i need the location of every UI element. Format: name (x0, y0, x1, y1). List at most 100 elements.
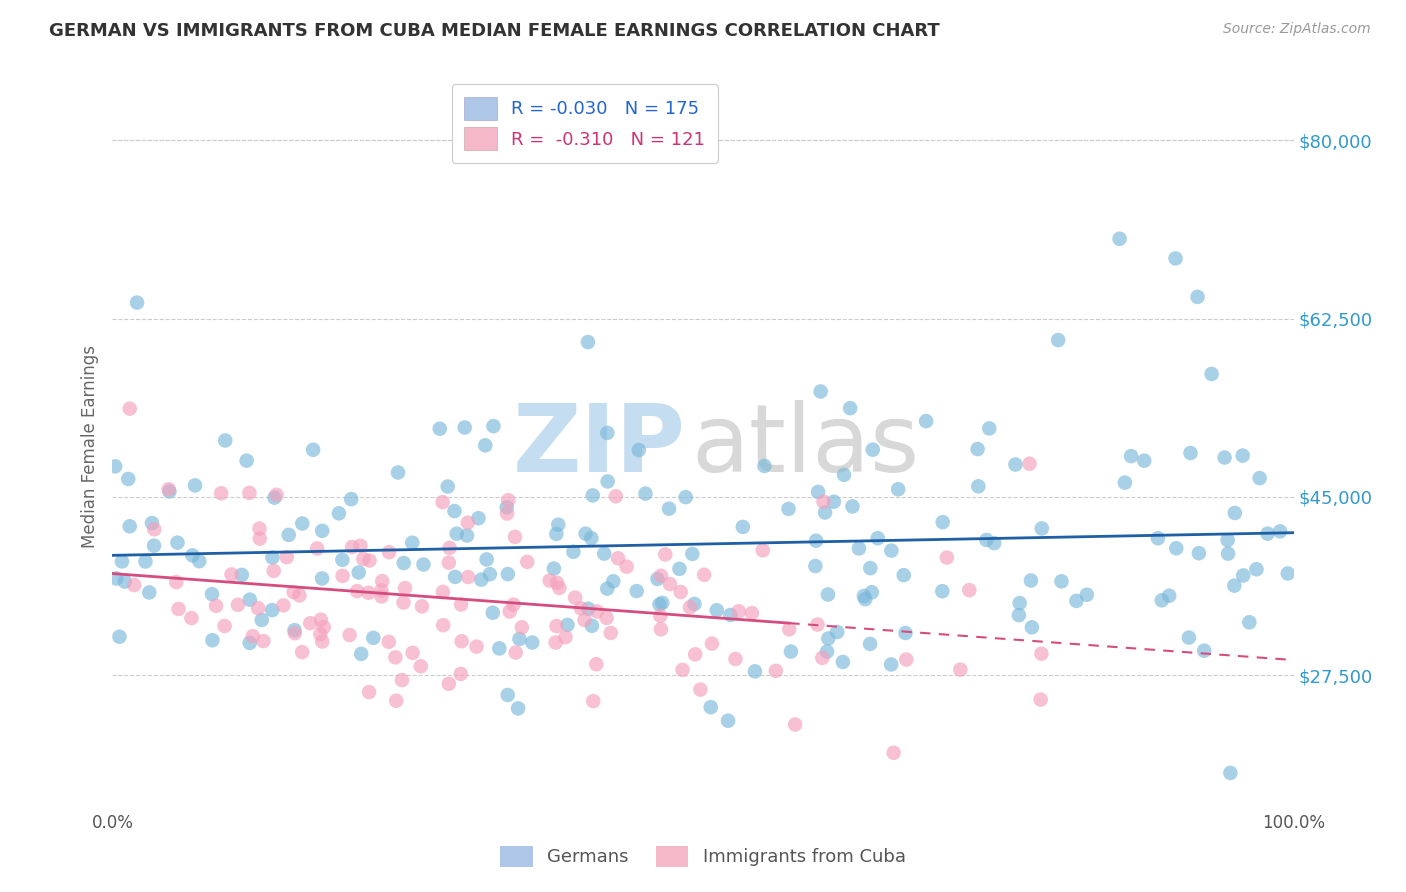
Point (247, 601, 270, 615)
Point (283, 624, 305, 638)
Point (1188, 546, 1211, 560)
Point (1268, 524, 1291, 539)
Point (104, 459, 127, 474)
Point (675, 490, 697, 504)
Point (1166, 541, 1188, 556)
Point (510, 620, 533, 634)
Point (957, 583, 980, 598)
Point (205, 599, 228, 613)
Point (167, 602, 190, 616)
Point (391, 673, 413, 687)
Point (385, 694, 408, 708)
Point (626, 584, 648, 599)
Point (605, 489, 627, 503)
Point (214, 434, 236, 448)
Point (273, 599, 295, 613)
Point (654, 548, 676, 562)
Point (1008, 596, 1031, 610)
Point (201, 587, 224, 601)
Point (505, 646, 527, 660)
Point (125, 295, 148, 310)
Point (108, 630, 131, 644)
Point (727, 604, 749, 618)
Point (1249, 471, 1271, 485)
Point (299, 616, 322, 631)
Point (166, 535, 188, 549)
Point (370, 590, 392, 604)
Point (681, 547, 703, 561)
Point (648, 598, 671, 612)
Point (1192, 643, 1215, 657)
Point (470, 573, 492, 587)
Point (508, 632, 530, 646)
Point (1232, 568, 1254, 582)
Point (357, 685, 380, 699)
Point (669, 585, 692, 599)
Point (496, 567, 519, 582)
Point (1008, 608, 1031, 623)
Point (394, 581, 416, 595)
Point (437, 677, 460, 691)
Point (1029, 692, 1052, 706)
Point (188, 554, 211, 568)
Point (1187, 290, 1209, 304)
Point (576, 601, 599, 615)
Point (235, 453, 257, 467)
Point (689, 682, 711, 697)
Point (848, 541, 870, 556)
Point (647, 572, 669, 586)
Point (328, 506, 350, 520)
Point (1076, 588, 1098, 602)
Point (450, 634, 472, 648)
Point (249, 522, 271, 536)
Point (474, 438, 496, 452)
Point (785, 717, 807, 731)
Point (159, 484, 181, 499)
Point (658, 577, 681, 591)
Point (817, 587, 839, 601)
Point (309, 613, 332, 627)
Point (1232, 449, 1254, 463)
Point (456, 528, 478, 542)
Point (595, 611, 617, 625)
Point (700, 637, 723, 651)
Point (1031, 521, 1053, 535)
Point (602, 574, 624, 589)
Point (596, 425, 619, 440)
Point (651, 596, 673, 610)
Point (340, 492, 363, 507)
Point (860, 585, 883, 599)
Point (239, 592, 262, 607)
Point (949, 663, 972, 677)
Point (841, 500, 863, 514)
Point (1216, 547, 1239, 561)
Point (1219, 765, 1241, 780)
Point (582, 694, 605, 708)
Point (363, 631, 385, 645)
Point (105, 572, 128, 586)
Point (1066, 594, 1088, 608)
Point (478, 567, 501, 582)
Point (302, 442, 325, 457)
Point (706, 603, 728, 617)
Point (465, 640, 488, 654)
Point (979, 421, 1001, 435)
Point (467, 511, 489, 525)
Point (114, 574, 136, 589)
Point (288, 589, 311, 603)
Point (1147, 531, 1170, 545)
Point (966, 442, 988, 456)
Point (242, 629, 264, 643)
Point (765, 664, 787, 678)
Point (544, 635, 567, 649)
Point (546, 575, 568, 590)
Point (1133, 453, 1156, 467)
Point (457, 516, 479, 530)
Text: atlas: atlas (692, 400, 920, 492)
Point (291, 516, 314, 531)
Point (778, 622, 800, 636)
Point (811, 651, 834, 665)
Legend: R = -0.030   N = 175, R =  -0.310   N = 121: R = -0.030 N = 175, R = -0.310 N = 121 (451, 84, 718, 163)
Point (387, 466, 409, 480)
Legend: Germans, Immigrants from Cuba: Germans, Immigrants from Cuba (494, 838, 912, 874)
